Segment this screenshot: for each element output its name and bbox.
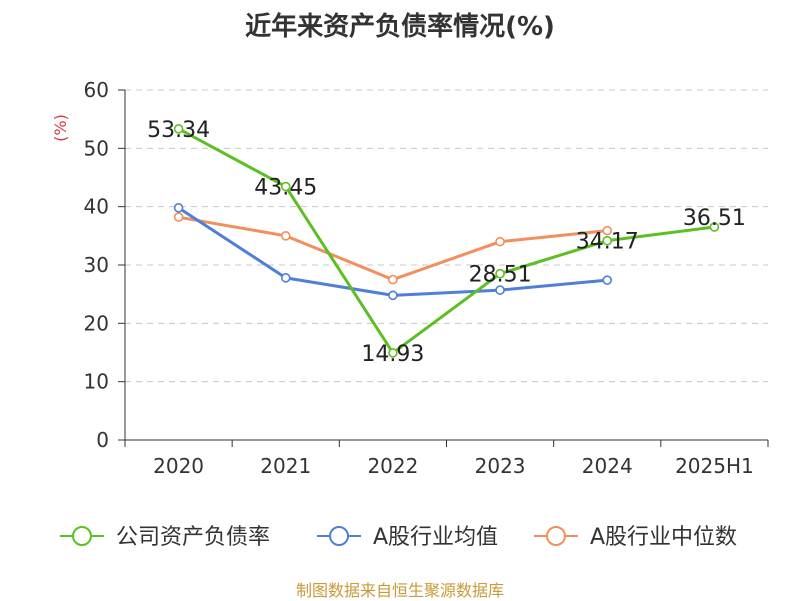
data-point	[280, 181, 291, 192]
data-point	[709, 222, 720, 232]
x-tick-label: 2025H1	[675, 454, 754, 478]
data-point	[173, 212, 184, 222]
y-tick-labels: 0 10 20 30 40 50 60	[84, 78, 109, 452]
legend-item[interactable]: A股行业均值	[317, 525, 498, 550]
y-tick-label: 60	[84, 78, 109, 102]
data-label: 53.34	[147, 118, 210, 143]
legend-item[interactable]: 公司资产负债率	[60, 525, 270, 550]
series-points	[173, 124, 720, 358]
y-tick-label: 40	[84, 195, 109, 219]
y-axis-label: (%)	[51, 114, 70, 142]
data-label: 36.51	[683, 206, 746, 231]
legend-label: 公司资产负债率	[116, 525, 270, 550]
y-tick-label: 50	[84, 136, 109, 160]
legend-marker	[72, 526, 92, 546]
source-note: 制图数据来自恒生聚源数据库	[295, 581, 504, 600]
x-tick-label: 2023	[475, 454, 526, 478]
data-point	[602, 275, 613, 285]
legend-marker	[329, 526, 349, 546]
data-point	[388, 274, 398, 285]
chart-title: 近年来资产负债率情况(%)	[245, 12, 555, 42]
data-label: 28.51	[469, 263, 532, 288]
axes	[118, 89, 769, 447]
y-tick-label: 30	[84, 253, 109, 277]
data-point	[173, 203, 184, 213]
y-tick-label: 10	[84, 370, 109, 394]
data-point	[495, 236, 505, 247]
y-tick-label: 0	[96, 428, 109, 452]
x-tick-label: 2020	[153, 454, 204, 478]
data-point	[173, 124, 184, 134]
data-point	[280, 273, 291, 283]
x-tick-label: 2021	[260, 454, 311, 478]
legend-label: A股行业均值	[373, 525, 498, 550]
data-point	[388, 290, 398, 301]
legend-marker	[546, 526, 566, 546]
data-label: 14.93	[361, 342, 424, 367]
data-point	[495, 285, 505, 295]
data-point	[602, 235, 613, 246]
x-tick-label: 2022	[367, 454, 418, 478]
legend-label: A股行业中位数	[590, 525, 737, 550]
data-label: 43.45	[254, 176, 317, 201]
data-point	[495, 268, 505, 279]
gridlines	[125, 89, 768, 383]
data-label: 34.17	[576, 230, 639, 255]
legend: 公司资产负债率 A股行业均值 A股行业中位数	[60, 525, 737, 550]
legend-item[interactable]: A股行业中位数	[534, 525, 737, 550]
x-tick-labels: 2020 2021 2022 2023 2024 2025H1	[153, 454, 754, 478]
data-labels: 53.34 43.45 14.93 28.51 34.17 36.51	[147, 118, 746, 367]
y-tick-label: 20	[84, 311, 109, 335]
data-point	[602, 225, 613, 236]
data-point	[388, 348, 398, 358]
series-line-0	[177, 127, 715, 355]
data-point	[280, 231, 291, 241]
x-tick-label: 2024	[582, 454, 633, 478]
